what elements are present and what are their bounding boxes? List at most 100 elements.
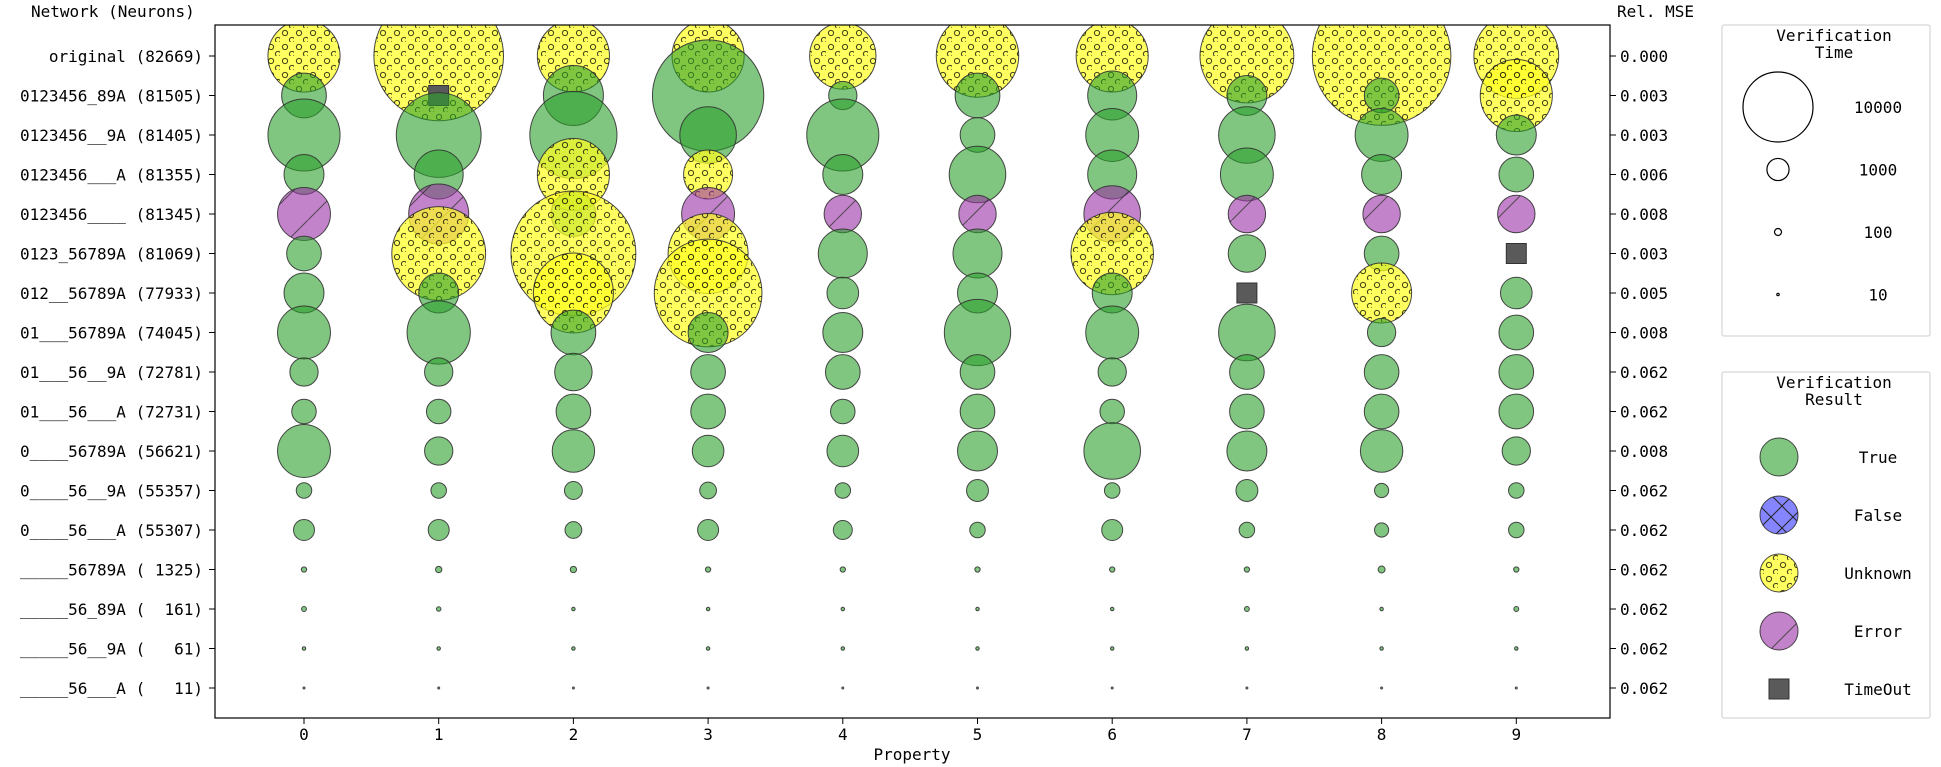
legend-time-title-1: Verification [1776,26,1892,45]
bubble-true [690,393,726,430]
bubble-true [1238,521,1256,539]
bubble-error [1227,194,1267,234]
bubble-true [277,424,331,478]
plot-frame [214,24,1611,719]
bubble-true [1498,393,1535,430]
bubble-true [1513,566,1520,573]
network-label: 0123456___A (81355) [20,166,203,185]
bubble-true [1243,566,1251,573]
legend-marker-timeout [1768,678,1790,700]
bubble-true [291,398,317,425]
rel-mse-label: 0.062 [1620,679,1668,698]
bubble-true [1514,646,1519,651]
bubble-true [691,434,725,468]
rel-mse-label: 0.008 [1620,324,1668,343]
bubble-true [286,235,322,272]
bubble-true [954,72,1001,119]
bubble-true [1109,606,1115,612]
property-label: 9 [1511,725,1521,744]
bubble-true [840,606,846,612]
bubble-true [424,436,454,466]
bubble-true [1374,522,1390,538]
bubble-true [564,521,583,539]
network-label: 0____56___A (55307) [20,521,203,540]
legend-marker-unknown [1759,553,1799,593]
legend-size-marker [1766,157,1790,182]
bubble-unknown [1351,262,1413,324]
bubble-true [435,565,443,574]
bubble-true [1219,147,1274,202]
rel-mse-label: 0.006 [1620,166,1668,185]
bubble-true [1513,606,1520,612]
rel-mse-label: 0.008 [1620,442,1668,461]
bubble-true [976,686,979,690]
bubble-true [975,646,980,651]
legend-size-label: 1000 [1859,161,1898,180]
bubble-true [1109,646,1115,651]
bubble-true [832,520,853,540]
bubble-true [563,481,583,500]
bubble-true [571,646,576,651]
bubble-true [957,430,998,472]
bubble-true [555,393,592,430]
bubble-true [1379,646,1384,651]
property-label: 6 [1107,725,1117,744]
bubble-true [1243,606,1250,612]
legend-size-marker [1776,292,1780,297]
bubble-error [823,194,863,234]
rel-mse-label: 0.062 [1620,403,1668,422]
bubble-true [1499,276,1533,310]
property-label: 5 [973,725,983,744]
bubble-true [1101,519,1124,541]
property-label: 7 [1242,725,1252,744]
bubble-true [1083,422,1141,480]
rel-mse-label: 0.003 [1620,87,1668,106]
bubble-true [1110,686,1114,690]
bubble-true [301,606,307,612]
bubble-true [1498,354,1535,390]
bubble-true [277,305,331,360]
bubble-true [959,354,996,390]
bubble-true [1354,108,1409,162]
rel-mse-label: 0.062 [1620,482,1668,501]
bubble-error [277,187,331,241]
bubble-true [1380,686,1384,690]
bubble-true [839,566,846,573]
legend-size-label: 10 [1868,286,1887,305]
legend-result-title-2: Result [1805,390,1863,409]
bubble-true [952,228,1003,279]
bubble-true [569,565,578,574]
property-label: 4 [838,725,848,744]
bubble-true [822,312,864,353]
bubble-true [824,354,861,390]
rel-mse-label: 0.003 [1620,245,1668,264]
bubble-true [840,646,846,651]
bubble-true [1498,314,1535,351]
rel-mse-label: 0.008 [1620,205,1668,224]
rel-mse-label: 0.062 [1620,640,1668,659]
bubble-true [554,352,593,392]
property-label: 1 [434,725,444,744]
network-label: _____56_89A ( 161) [20,600,203,619]
x-axis-title: Property [873,745,950,764]
bubble-true [834,482,852,499]
bubble-error [1362,194,1401,234]
bubble-true [966,479,989,502]
bubble-true [817,228,868,279]
bubble-true [1244,646,1250,651]
bubble-true [687,312,729,353]
rel-mse-label: 0.062 [1620,600,1668,619]
bubble-true [1374,482,1390,499]
legend-size-label: 100 [1864,223,1893,242]
right-tick-labels: 0.000 0.003 0.003 0.006 0.008 0.003 0.005 0.008… [1610,47,1668,698]
bubble-true [959,393,996,430]
bubble-true [1514,686,1518,690]
bubble-true [1361,154,1403,195]
bubble-true [706,686,710,690]
y-axis-title: Network (Neurons) [31,2,195,21]
bubble-true [975,606,980,612]
x-tick-labels: 0 1 2 3 4 5 6 7 8 9 [299,718,1521,744]
bubble-true [1245,686,1249,690]
bubble-true [1508,521,1525,539]
